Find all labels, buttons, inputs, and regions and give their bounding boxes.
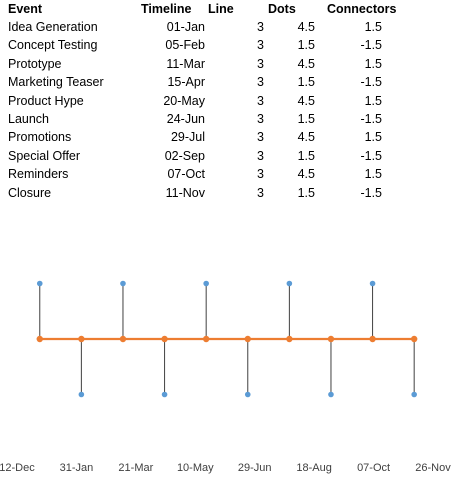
cell-dots: 4.5 <box>297 167 315 182</box>
cell-line: 3 <box>257 148 264 163</box>
table-row: Concept Testing 05-Feb 3 1.5 -1.5 <box>0 36 458 54</box>
cell-line: 3 <box>257 112 264 126</box>
header-connectors: Connectors <box>327 2 397 16</box>
event-dot <box>36 280 43 287</box>
event-dot <box>369 280 376 287</box>
cell-connectors: 1.5 <box>364 93 382 108</box>
event-dot <box>78 391 85 398</box>
x-tick-label: 31-Jan <box>60 462 94 474</box>
cell-connectors: 1.5 <box>364 56 382 71</box>
table-row: Launch 24-Jun 3 1.5 -1.5 <box>0 110 458 128</box>
cell-dots: 4.5 <box>297 93 315 108</box>
cell-event: Launch <box>8 112 50 126</box>
cell-event: Idea Generation <box>8 20 98 34</box>
timeline-point <box>202 335 210 343</box>
x-tick-label: 07-Oct <box>357 462 390 474</box>
x-tick-label: 21-Mar <box>118 462 153 474</box>
cell-dots: 1.5 <box>297 38 315 53</box>
cell-line: 3 <box>257 56 264 71</box>
header-line: Line <box>208 2 234 16</box>
cell-line: 3 <box>257 93 264 108</box>
cell-timeline: 11-Mar <box>166 56 205 71</box>
timeline-point <box>327 335 335 343</box>
cell-event: Promotions <box>8 130 72 145</box>
cell-timeline: 05-Feb <box>165 38 205 53</box>
cell-event: Marketing Teaser <box>8 75 104 90</box>
event-dot <box>328 391 334 398</box>
cell-line: 3 <box>257 75 264 90</box>
cell-timeline: 11-Nov <box>165 185 205 200</box>
header-dots: Dots <box>268 2 296 16</box>
table-row: Prototype 11-Mar 3 4.5 1.5 <box>0 55 458 73</box>
timeline-point <box>119 335 127 343</box>
cell-connectors: -1.5 <box>360 148 382 163</box>
x-tick-label: 12-Dec <box>0 462 35 474</box>
header-event: Event <box>8 2 43 16</box>
cell-timeline: 29-Jul <box>170 130 205 145</box>
table-row: Closure 11-Nov 3 1.5 -1.5 <box>0 184 458 202</box>
cell-dots: 4.5 <box>297 56 315 71</box>
cell-event: Concept Testing <box>8 38 98 53</box>
table-header: Event Timeline Line Dots Connectors <box>0 0 458 18</box>
timeline-point <box>410 335 418 343</box>
cell-connectors: -1.5 <box>360 185 382 200</box>
cell-event: Prototype <box>8 56 62 71</box>
x-tick-label: 29-Jun <box>238 462 272 474</box>
event-dot <box>203 280 209 287</box>
event-dot <box>244 391 251 398</box>
table-row: Reminders 07-Oct 3 4.5 1.5 <box>0 165 458 183</box>
cell-event: Closure <box>8 185 52 200</box>
cell-timeline: 20-May <box>163 93 205 108</box>
table-row: Product Hype 20-May 3 4.5 1.5 <box>0 92 458 110</box>
cell-line: 3 <box>257 167 264 182</box>
cell-timeline: 01-Jan <box>166 20 205 34</box>
x-tick-label: 10-May <box>177 462 214 474</box>
event-dot <box>411 391 417 398</box>
table-row: Marketing Teaser 15-Apr 3 1.5 -1.5 <box>0 73 458 91</box>
header-timeline: Timeline <box>141 2 192 16</box>
x-tick-label: 18-Aug <box>296 462 331 474</box>
cell-dots: 1.5 <box>297 185 315 200</box>
timeline-point <box>36 335 43 343</box>
cell-dots: 4.5 <box>297 130 315 145</box>
cell-dots: 1.5 <box>297 148 315 163</box>
cell-line: 3 <box>257 20 264 34</box>
table-row: Special Offer 02-Sep 3 1.5 -1.5 <box>0 147 458 165</box>
cell-dots: 4.5 <box>297 20 315 34</box>
table-row: Idea Generation 01-Jan 3 4.5 1.5 <box>0 18 458 36</box>
cell-line: 3 <box>257 38 264 53</box>
cell-event: Reminders <box>8 167 69 182</box>
cell-line: 3 <box>257 185 264 200</box>
cell-connectors: 1.5 <box>364 130 382 145</box>
cell-connectors: -1.5 <box>360 75 382 90</box>
cell-dots: 1.5 <box>297 112 315 126</box>
timeline-point <box>244 335 251 343</box>
cell-connectors: 1.5 <box>364 20 382 34</box>
cell-connectors: -1.5 <box>360 38 382 53</box>
event-dot <box>161 391 168 398</box>
timeline-point <box>78 335 85 343</box>
cell-timeline: 15-Apr <box>167 75 205 90</box>
timeline-point <box>161 335 168 343</box>
cell-connectors: 1.5 <box>364 167 382 182</box>
timeline-point <box>369 335 376 343</box>
cell-timeline: 02-Sep <box>164 148 205 163</box>
cell-dots: 1.5 <box>297 75 315 90</box>
x-tick-label: 26-Nov <box>415 462 451 474</box>
timeline-chart: 12-Dec 31-Jan 21-Mar 10-May 29-Jun 18-Aug 07-O… <box>0 280 451 474</box>
cell-timeline: 07-Oct <box>167 167 205 182</box>
cell-connectors: -1.5 <box>360 112 382 126</box>
table-row: Promotions 29-Jul 3 4.5 1.5 <box>0 128 458 146</box>
event-dot <box>120 280 126 287</box>
cell-line: 3 <box>257 130 264 145</box>
event-dot <box>286 280 293 287</box>
cell-event: Special Offer <box>8 148 81 163</box>
cell-event: Product Hype <box>8 93 84 108</box>
cell-timeline: 24-Jun <box>166 112 205 126</box>
timeline-point <box>286 335 293 343</box>
